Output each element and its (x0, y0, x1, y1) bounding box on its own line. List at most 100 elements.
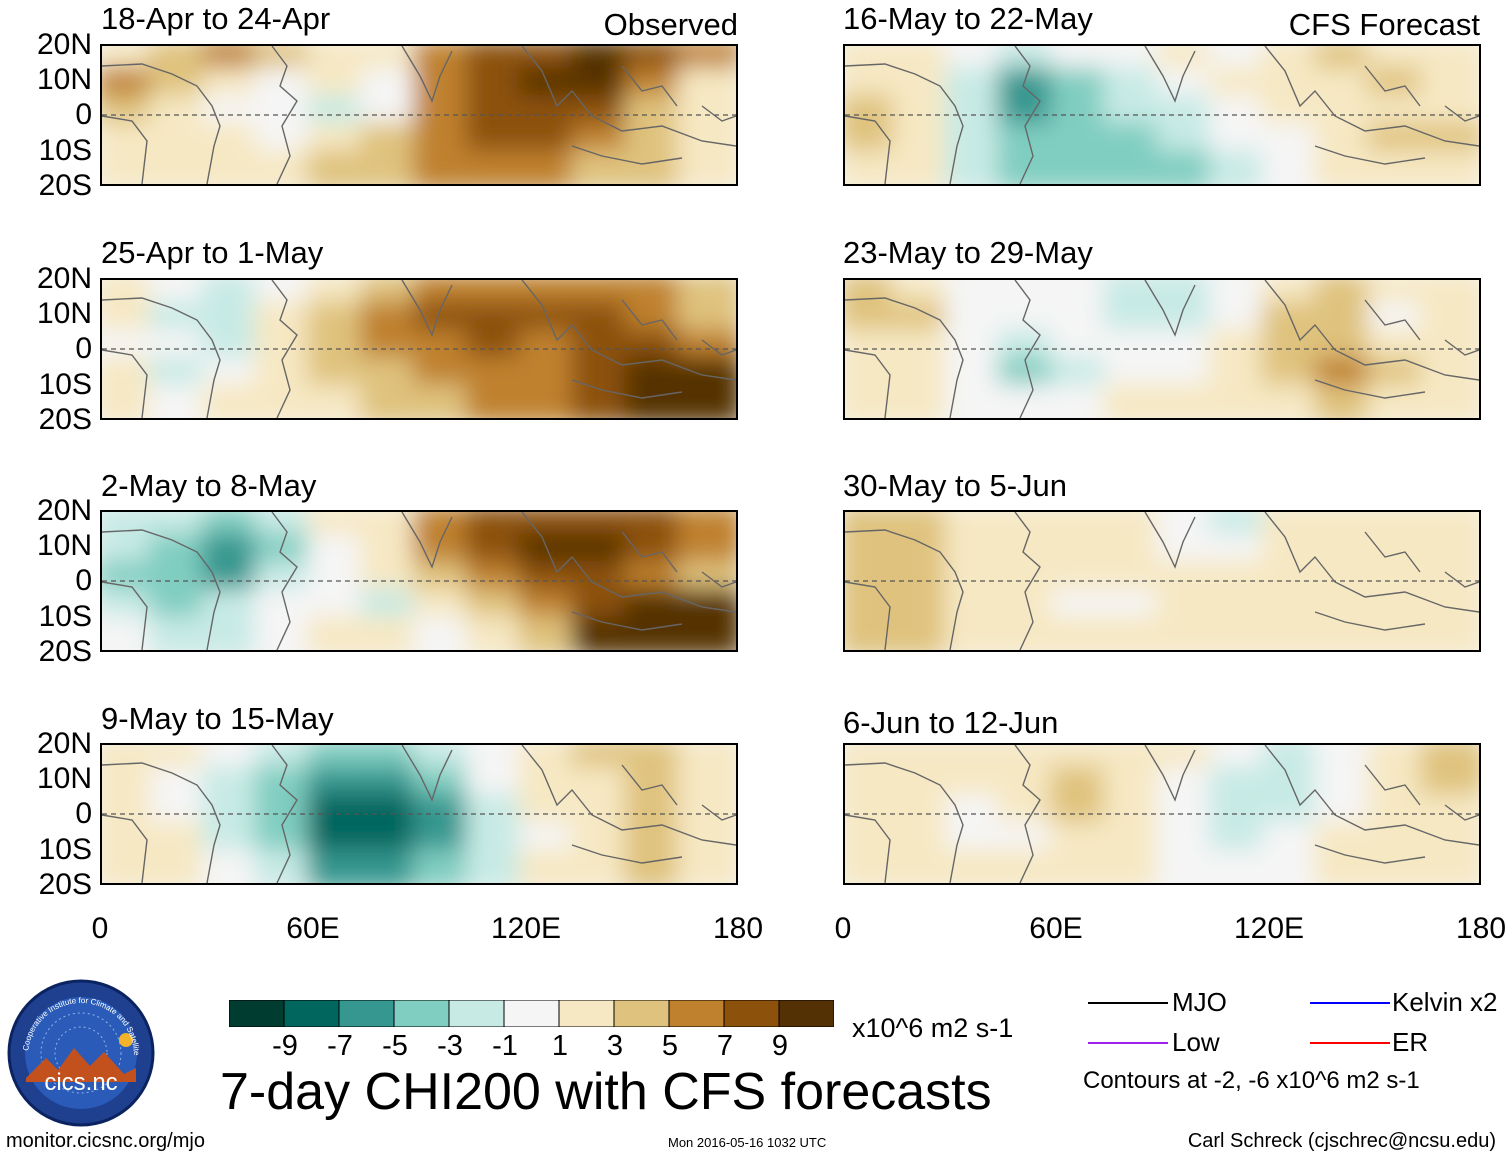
colorbar-swatch (338, 1000, 395, 1027)
lat-label: 0 (75, 98, 92, 131)
coastline (1264, 46, 1479, 147)
lon-label: 120E (1233, 912, 1305, 945)
map-panel-7 (843, 743, 1481, 885)
colorbar-tick: 9 (771, 1030, 789, 1062)
colorbar-swatch (778, 1000, 834, 1027)
coastline (1144, 46, 1196, 103)
coastline (271, 280, 298, 418)
coastline (845, 529, 964, 650)
colorbar-swatch (558, 1000, 615, 1027)
colorbar-tick: 7 (716, 1030, 734, 1062)
map-panel-3 (100, 743, 738, 885)
map-panel-6 (843, 510, 1481, 652)
coastline (845, 581, 891, 650)
coastline (1014, 280, 1041, 418)
coastline (701, 571, 736, 588)
coastline (845, 762, 964, 883)
lat-label: 20N (36, 262, 92, 295)
panel-title: 30-May to 5-Jun (843, 468, 1067, 503)
lon-label: 120E (490, 912, 562, 945)
coastline (845, 63, 964, 184)
lat-label: 0 (75, 797, 92, 830)
lat-label: 10S (38, 368, 92, 401)
panel-title: 16-May to 22-May (843, 1, 1093, 36)
field-cell (1420, 384, 1479, 418)
coastline (102, 115, 148, 184)
legend-label-er: ER (1392, 1027, 1429, 1057)
lat-label: 20S (38, 403, 92, 436)
coastline (1014, 745, 1041, 883)
footer-credit: Carl Schreck (cjschrec@ncsu.edu) (1187, 1130, 1496, 1152)
coastline (621, 65, 678, 107)
legend-label-low: Low (1172, 1027, 1220, 1057)
coastline (621, 299, 678, 341)
footer-timestamp: Mon 2016-05-16 1032 UTC (668, 1135, 827, 1150)
colorbar-tick: -5 (382, 1030, 408, 1062)
coastline (571, 145, 683, 165)
map-panel-0 (100, 44, 738, 186)
colorbar-tick: -3 (437, 1030, 463, 1062)
lat-label: 0 (75, 564, 92, 597)
coastline (271, 46, 298, 184)
coastline (521, 280, 736, 381)
colorbar-swatch (283, 1000, 340, 1027)
coastline (1314, 844, 1426, 864)
coastline (521, 46, 736, 147)
lat-label: 10N (36, 297, 92, 330)
lat-label: 0 (75, 332, 92, 365)
field-cell (1420, 150, 1479, 184)
forecast-label: CFS Forecast (1288, 7, 1480, 42)
field-cell (677, 849, 736, 883)
coastline (701, 339, 736, 356)
lon-label: 60E (1029, 912, 1083, 945)
panel-title: 23-May to 29-May (843, 235, 1093, 270)
coastline (1444, 105, 1479, 122)
colorbar-tick: -7 (327, 1030, 353, 1062)
coastline (845, 814, 891, 883)
lat-label: 20S (38, 169, 92, 202)
coastline (521, 745, 736, 846)
map-panel-5 (843, 278, 1481, 420)
coastline (521, 512, 736, 613)
lat-label: 10N (36, 63, 92, 96)
panel-title: 25-Apr to 1-May (101, 235, 324, 270)
coastline (1264, 745, 1479, 846)
coastline (1444, 339, 1479, 356)
coastline (571, 844, 683, 864)
lat-label: 20S (38, 635, 92, 668)
coastline (1144, 745, 1196, 802)
coastline (1264, 512, 1479, 613)
coastline (1364, 764, 1421, 806)
coastline (1364, 65, 1421, 107)
coastline (271, 512, 298, 650)
coastline (621, 531, 678, 573)
panel-title: 9-May to 15-May (101, 701, 334, 736)
legend-line-kelvin (1310, 1002, 1390, 1004)
coastline (401, 280, 453, 337)
panel-title: 6-Jun to 12-Jun (843, 705, 1059, 740)
map-panel-1 (100, 278, 738, 420)
lat-label: 10N (36, 529, 92, 562)
panel-title: 2-May to 8-May (101, 468, 317, 503)
coastline (102, 762, 221, 883)
lon-label: 60E (286, 912, 340, 945)
lat-label: 20N (36, 494, 92, 527)
coastline (1014, 46, 1041, 184)
coastline (1314, 611, 1426, 631)
map-panel-4 (843, 44, 1481, 186)
coastline (1314, 379, 1426, 399)
lat-label: 20N (36, 28, 92, 61)
coastline (845, 115, 891, 184)
logo-text: cics.nc (44, 1069, 117, 1096)
field-cell (677, 616, 736, 650)
coastline (1364, 531, 1421, 573)
colorbar-tick: -9 (272, 1030, 298, 1062)
coastline (621, 764, 678, 806)
coastline (401, 46, 453, 103)
lat-label: 10N (36, 762, 92, 795)
colorbar-swatch (448, 1000, 505, 1027)
coastline (102, 297, 221, 418)
main-title: 7-day CHI200 with CFS forecasts (220, 1063, 992, 1121)
lon-label: 0 (834, 912, 852, 945)
coastline (845, 297, 964, 418)
